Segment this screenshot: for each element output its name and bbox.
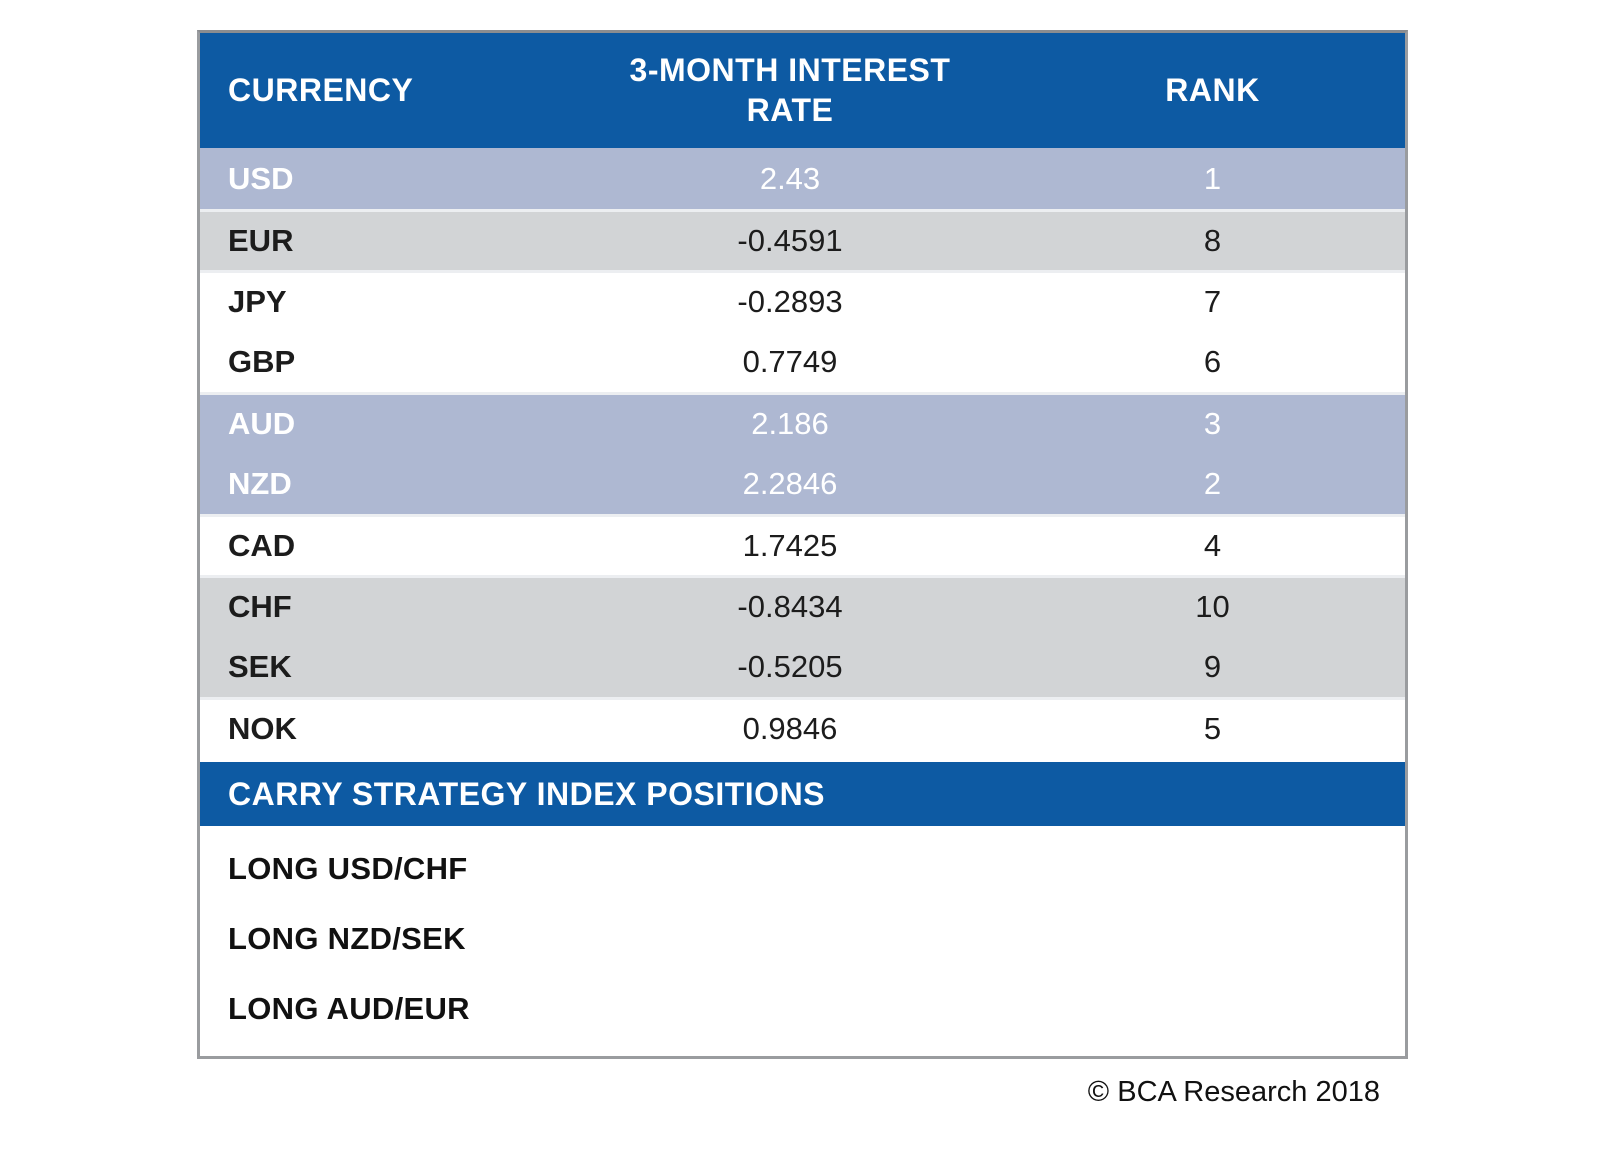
currency-code: JPY: [228, 284, 287, 319]
table-header-row: CURRENCY 3-MONTH INTEREST RATE RANK: [200, 33, 1405, 148]
rank-value: 8: [1203, 223, 1222, 258]
currency-code: GBP: [228, 343, 296, 379]
column-header-currency: CURRENCY: [228, 72, 414, 108]
table-row-jpy: JPY -0.2893 7: [200, 270, 1405, 331]
rank-value: 10: [1195, 589, 1230, 624]
currency-code: AUD: [228, 406, 296, 441]
rank-value: 3: [1203, 406, 1222, 441]
table-row-nzd: NZD 2.2846 2: [200, 453, 1405, 514]
currency-code: USD: [228, 160, 294, 196]
interest-rate-value: 0.9846: [742, 711, 838, 746]
position-item: LONG USD/CHF: [228, 851, 468, 886]
currency-code: NZD: [228, 465, 292, 501]
currency-code: CHF: [228, 589, 292, 624]
interest-rate-value: 2.2846: [742, 465, 838, 501]
rank-value: 7: [1203, 284, 1222, 319]
interest-rate-value: 0.7749: [742, 343, 838, 379]
table-row-aud: AUD 2.186 3: [200, 392, 1405, 453]
interest-rate-value: -0.8434: [737, 589, 843, 624]
positions-section-header: CARRY STRATEGY INDEX POSITIONS: [200, 762, 1405, 826]
rank-value: 5: [1203, 711, 1222, 746]
table-row-usd: USD 2.43 1: [200, 148, 1405, 209]
position-item: LONG AUD/EUR: [228, 991, 470, 1026]
column-header-rank: RANK: [1165, 72, 1260, 108]
table-row-eur: EUR -0.4591 8: [200, 209, 1405, 270]
positions-list: LONG USD/CHF LONG NZD/SEK LONG AUD/EUR: [200, 826, 1405, 1056]
table-row-cad: CAD 1.7425 4: [200, 514, 1405, 575]
table-row-chf: CHF -0.8434 10: [200, 575, 1405, 636]
currency-code: NOK: [228, 711, 297, 746]
interest-rate-value: 1.7425: [742, 528, 838, 563]
rank-value: 9: [1203, 648, 1222, 684]
rank-value: 2: [1203, 465, 1222, 501]
column-header-rate: 3-MONTH INTEREST RATE: [629, 52, 951, 128]
currency-code: SEK: [228, 648, 292, 684]
interest-rate-value: 2.43: [759, 160, 821, 196]
currency-code: EUR: [228, 223, 294, 258]
interest-rate-value: -0.5205: [737, 648, 843, 684]
rank-value: 4: [1203, 528, 1222, 563]
interest-rate-table: CURRENCY 3-MONTH INTEREST RATE RANK USD …: [197, 30, 1408, 1059]
currency-code: CAD: [228, 528, 296, 563]
table-row-nok: NOK 0.9846 5: [200, 697, 1405, 758]
interest-rate-value: 2.186: [751, 406, 829, 441]
position-item: LONG NZD/SEK: [228, 921, 466, 956]
table-row-sek: SEK -0.5205 9: [200, 636, 1405, 697]
table-row-gbp: GBP 0.7749 6: [200, 331, 1405, 392]
interest-rate-value: -0.4591: [737, 223, 843, 258]
copyright-credit: © BCA Research 2018: [1087, 1076, 1380, 1108]
interest-rate-value: -0.2893: [737, 284, 843, 319]
rank-value: 6: [1203, 343, 1222, 379]
rank-value: 1: [1203, 160, 1222, 196]
